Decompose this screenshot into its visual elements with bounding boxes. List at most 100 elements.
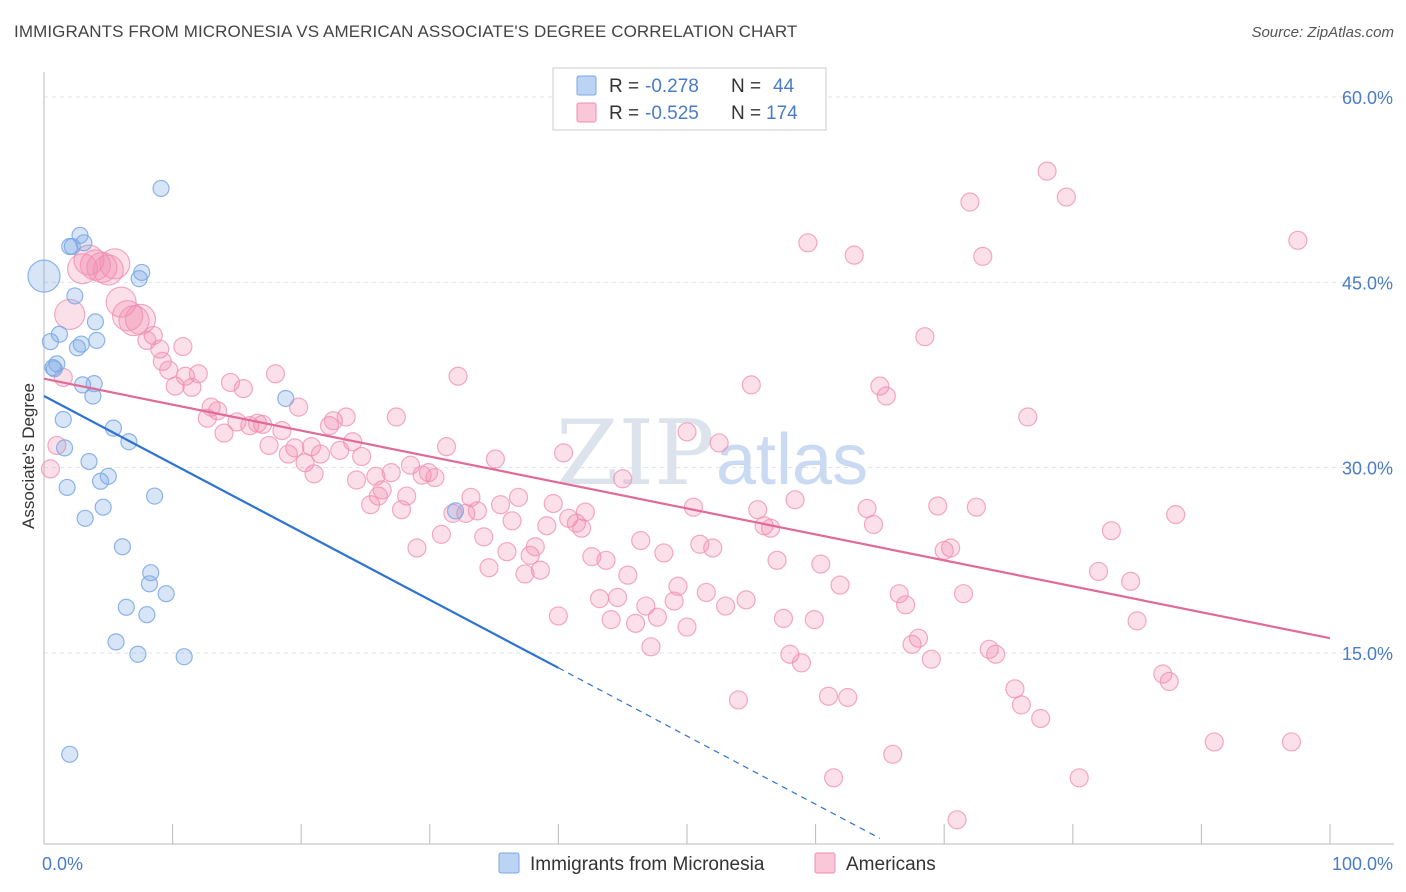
americans-point (607, 587, 628, 608)
micronesia-points (27, 179, 465, 763)
americans-point (941, 538, 961, 558)
americans-point (352, 446, 372, 467)
y-tick-label-2: 45.0% (1342, 273, 1393, 293)
americans-point (474, 527, 494, 547)
americans-point (767, 550, 787, 570)
legend-swatch-pink (576, 102, 597, 123)
americans-point (165, 376, 185, 396)
americans-point (285, 438, 305, 458)
americans-point (613, 469, 633, 489)
americans-point (197, 408, 217, 428)
americans-point (876, 386, 896, 406)
americans-point (431, 524, 451, 544)
micronesia-point (446, 502, 465, 520)
americans-trend-line (43, 377, 1331, 640)
americans-point (553, 443, 574, 463)
micronesia-point (138, 606, 156, 624)
micronesia-point (133, 263, 151, 282)
americans-point (896, 595, 916, 615)
micronesia-point (54, 410, 72, 429)
americans-point (1011, 695, 1031, 715)
americans-point (1127, 611, 1147, 631)
americans-point (668, 576, 688, 596)
americans-point (960, 192, 980, 212)
americans-point (973, 246, 993, 266)
americans-point (785, 490, 805, 510)
americans-point (979, 639, 999, 659)
micronesia-point (58, 478, 76, 497)
micronesia-point (152, 179, 170, 198)
y-tick-label-1: 30.0% (1342, 459, 1393, 479)
americans-point (310, 444, 331, 464)
americans-point (741, 375, 761, 395)
legend-n-label-1: N = (731, 76, 761, 97)
americans-point (1153, 664, 1173, 684)
trend-lines (43, 377, 1331, 839)
legend-r-value-1: -0.278 (645, 76, 699, 97)
legend-box (552, 67, 827, 131)
americans-point (709, 433, 729, 453)
bottom-legend-swatch-pink (814, 852, 836, 874)
micronesia-point (45, 360, 63, 378)
americans-point (571, 518, 592, 538)
americans-point (736, 590, 756, 610)
micronesia-point (129, 645, 147, 663)
americans-point (596, 550, 616, 570)
americans-point (966, 497, 986, 517)
chart-title: IMMIGRANTS FROM MICRONESIA VS AMERICAN A… (14, 22, 798, 41)
legend-r-label-1: R = (609, 76, 639, 97)
americans-point (589, 589, 610, 609)
americans-point (214, 423, 234, 443)
americans-point (515, 564, 535, 584)
americans-point (436, 437, 457, 457)
americans-point (1056, 187, 1076, 207)
americans-point (908, 628, 929, 648)
americans-point (728, 690, 749, 710)
americans-point (654, 543, 674, 563)
americans-point (490, 495, 511, 515)
americans-point (690, 534, 710, 554)
americans-point (1031, 708, 1051, 729)
micronesia-point (75, 234, 93, 252)
americans-point (40, 459, 61, 479)
americans-point (889, 584, 909, 604)
americans-point (159, 360, 179, 380)
legend-n-label-2: N = (731, 103, 761, 124)
micronesia-point (76, 509, 94, 527)
americans-point (1101, 521, 1121, 541)
legend: R = -0.278 N = 44 R = -0.525 N = 174 (552, 67, 827, 131)
americans-point (265, 364, 286, 384)
y-tick-label-0: 15.0% (1342, 644, 1393, 664)
americans-point (1121, 571, 1141, 591)
americans-point (525, 537, 545, 557)
americans-point (54, 298, 86, 331)
americans-point (150, 339, 170, 359)
americans-point (760, 518, 781, 538)
americans-point (703, 538, 723, 558)
americans-point (188, 364, 208, 384)
americans-point (372, 480, 392, 500)
bottom-legend-swatch-blue (498, 852, 520, 874)
americans-point (548, 606, 569, 626)
legend-swatch-blue (576, 75, 597, 96)
americans-point (397, 486, 417, 506)
micronesia-point (94, 498, 112, 516)
americans-point (543, 493, 563, 514)
watermark: ZIP atlas (556, 401, 868, 506)
americans-point (407, 538, 427, 558)
micronesia-point (61, 745, 79, 763)
bottom-legend-label-micronesia: Immigrants from Micronesia (530, 854, 765, 875)
americans-point (636, 596, 656, 616)
micronesia-point (66, 287, 84, 305)
source-label: Source: ZipAtlas.com (1251, 24, 1394, 41)
legend-n-value-1: 44 (773, 76, 795, 97)
americans-point (1018, 407, 1038, 427)
americans-point (233, 378, 253, 399)
americans-point (1037, 161, 1057, 181)
bottom-legend: Immigrants from Micronesia Americans (498, 852, 936, 875)
americans-point (99, 248, 131, 280)
micronesia-point (27, 259, 61, 293)
americans-point (497, 542, 517, 562)
americans-point (259, 435, 279, 456)
